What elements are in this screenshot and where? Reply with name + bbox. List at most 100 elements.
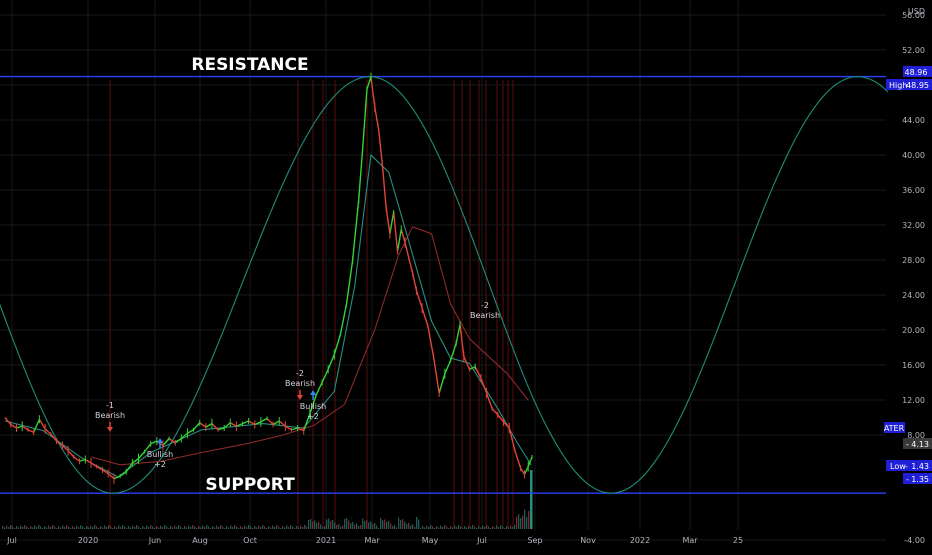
price-segment: [79, 458, 86, 462]
volume-bar: [284, 527, 286, 529]
volume-bar: [292, 526, 294, 529]
volume-bar: [418, 519, 420, 529]
volume-bar: [306, 526, 308, 529]
price-segment: [385, 207, 391, 234]
volume-bar: [328, 518, 330, 529]
symbol-tag: [884, 422, 905, 433]
time-axis[interactable]: Jul 2020 Jun Aug Oct 2021 Mar May Jul Sep Nov 2022 M…: [6, 536, 743, 545]
price-segment: [503, 421, 510, 429]
volume-bar: [198, 526, 200, 529]
volume-bar: [302, 527, 304, 529]
price-segment: [278, 420, 286, 427]
volume-bar: [450, 526, 452, 529]
volume-bar: [170, 526, 172, 529]
volume-bar: [186, 527, 188, 529]
volume-bar: [526, 517, 528, 529]
volume-bar: [148, 527, 150, 529]
volume-bar: [134, 527, 136, 529]
volume-bar: [80, 525, 82, 529]
volume-bar: [370, 521, 372, 529]
high-tag-dash: -: [905, 81, 908, 90]
volume-bar: [86, 526, 88, 529]
volume-bar: [256, 527, 258, 529]
time-tick-label: May: [422, 536, 439, 545]
price-segment: [113, 475, 121, 480]
volume-bar: [252, 528, 254, 529]
price-segment: [90, 462, 98, 468]
volume-bar: [164, 525, 166, 529]
volume-bar: [56, 528, 58, 529]
price-segment: [469, 366, 476, 371]
volume-bar: [66, 525, 68, 529]
volume-bar: [428, 527, 430, 529]
volume-bar: [98, 528, 100, 529]
slow-ma-line: [90, 226, 529, 466]
volume-bar: [144, 527, 146, 529]
volume-bar: [384, 519, 386, 529]
price-segment: [389, 211, 395, 234]
signal-bullish-2[interactable]: Bullish+2: [300, 390, 326, 421]
volume-bar: [448, 528, 450, 529]
volume-bar: [506, 526, 508, 529]
volume-bar: [490, 528, 492, 529]
price-segment: [321, 369, 329, 383]
volume-bar: [290, 525, 292, 529]
signal-bullish-1[interactable]: Bullish+2: [147, 438, 173, 469]
price-segment: [411, 272, 418, 291]
volume-bar: [484, 527, 486, 529]
volume-bar: [422, 526, 424, 529]
price-segment: [520, 467, 526, 475]
volume-bar: [402, 519, 404, 529]
volume-bar: [458, 525, 460, 529]
high-tag-value: 48.95: [906, 81, 929, 90]
volume-bar: [464, 526, 466, 529]
volume-bar: [58, 526, 60, 529]
volume-bar: [508, 527, 510, 529]
price-segment: [415, 290, 423, 309]
volume-bar: [264, 526, 266, 529]
price-segment: [497, 414, 505, 423]
volume-bar: [16, 526, 18, 529]
time-tick-label: 2021: [316, 536, 336, 545]
volume-bar: [96, 526, 98, 529]
price-segment: [463, 355, 471, 370]
volume-bar: [320, 524, 322, 529]
price-segment: [345, 259, 354, 304]
price-segment: [508, 427, 516, 451]
volume-bar: [520, 518, 522, 529]
fast-moving-average: [4, 153, 532, 478]
price-segment: [396, 229, 402, 252]
volume-bar: [168, 528, 170, 529]
price-segment: [137, 451, 146, 460]
volume-bar: [382, 520, 384, 529]
price-segment: [56, 440, 63, 447]
volume-bar: [368, 522, 370, 529]
price-segment: [61, 444, 69, 452]
symbol-tag-text: ATER: [884, 424, 905, 433]
price-segment: [444, 360, 452, 375]
volume-bar: [60, 527, 62, 529]
volume-bar: [254, 526, 256, 529]
volume-bar: [150, 525, 152, 529]
volume-bar: [204, 527, 206, 529]
volume-bar: [312, 521, 314, 529]
volume-bar: [246, 527, 248, 529]
volume-bar: [172, 527, 174, 529]
volume-bar: [346, 518, 348, 529]
volume-bar: [482, 525, 484, 529]
price-segment: [96, 465, 103, 471]
time-tick-label: Jul: [476, 536, 487, 545]
signal-label: Bearish: [470, 311, 500, 320]
time-tick-label: Mar: [364, 536, 380, 545]
high-tag-label: High: [889, 81, 907, 90]
volume-bar: [84, 528, 86, 529]
price-segment: [119, 471, 127, 477]
volume-bar: [348, 520, 350, 529]
volume-bar: [408, 523, 410, 529]
volume-bar: [10, 525, 12, 529]
